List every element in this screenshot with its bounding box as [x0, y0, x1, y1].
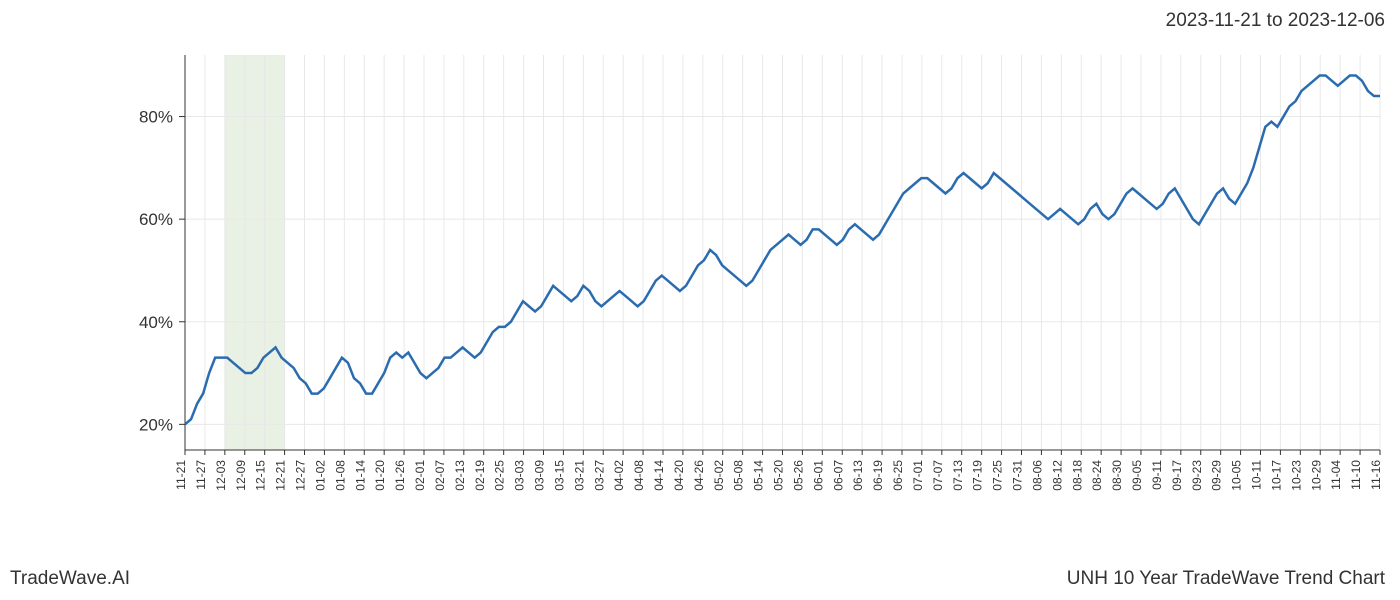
x-tick-label: 05-14 — [752, 460, 766, 491]
y-tick-label: 80% — [139, 108, 173, 127]
x-tick-label: 12-21 — [274, 460, 288, 491]
brand-label: TradeWave.AI — [10, 568, 130, 590]
x-tick-label: 01-02 — [313, 460, 327, 491]
x-tick-label: 02-07 — [433, 460, 447, 491]
x-tick-label: 10-17 — [1269, 460, 1283, 491]
x-tick-label: 10-11 — [1250, 460, 1264, 490]
x-tick-label: 11-27 — [194, 460, 208, 490]
chart-container: 20%40%60%80%11-2111-2712-0312-0912-1512-… — [185, 55, 1380, 495]
y-tick-label: 40% — [139, 313, 173, 332]
x-tick-label: 02-13 — [453, 460, 467, 491]
x-tick-label: 04-02 — [612, 460, 626, 491]
x-tick-label: 06-07 — [831, 460, 845, 491]
x-tick-label: 03-21 — [572, 460, 586, 491]
x-tick-label: 06-19 — [871, 460, 885, 491]
x-tick-label: 09-23 — [1190, 460, 1204, 491]
chart-title: UNH 10 Year TradeWave Trend Chart — [1067, 568, 1385, 590]
x-tick-label: 08-30 — [1110, 460, 1124, 491]
x-tick-label: 12-09 — [234, 460, 248, 491]
x-tick-label: 03-27 — [592, 460, 606, 491]
x-tick-label: 02-19 — [473, 460, 487, 491]
x-tick-label: 02-25 — [493, 460, 507, 491]
x-tick-label: 08-18 — [1070, 460, 1084, 491]
x-tick-label: 11-21 — [174, 460, 188, 490]
x-tick-label: 12-27 — [294, 460, 308, 491]
x-tick-label: 01-14 — [353, 460, 367, 491]
highlight-band — [225, 55, 285, 450]
x-tick-label: 03-09 — [533, 460, 547, 491]
x-tick-label: 05-20 — [772, 460, 786, 491]
x-tick-label: 10-29 — [1309, 460, 1323, 491]
x-tick-label: 04-20 — [672, 460, 686, 491]
x-tick-label: 06-25 — [891, 460, 905, 491]
x-tick-label: 03-03 — [513, 460, 527, 491]
trend-chart: 20%40%60%80%11-2111-2712-0312-0912-1512-… — [185, 55, 1380, 495]
x-tick-label: 06-13 — [851, 460, 865, 491]
y-tick-label: 20% — [139, 415, 173, 434]
x-tick-label: 05-08 — [732, 460, 746, 491]
x-tick-label: 05-26 — [791, 460, 805, 491]
x-tick-label: 02-01 — [413, 460, 427, 491]
x-tick-label: 10-05 — [1230, 460, 1244, 491]
x-tick-label: 11-16 — [1369, 460, 1383, 490]
x-tick-label: 03-15 — [552, 460, 566, 491]
x-tick-label: 11-10 — [1349, 460, 1363, 490]
x-tick-label: 10-23 — [1289, 460, 1303, 491]
x-tick-label: 08-12 — [1050, 460, 1064, 491]
y-tick-label: 60% — [139, 210, 173, 229]
x-tick-label: 09-11 — [1150, 460, 1164, 490]
x-tick-label: 12-15 — [254, 460, 268, 491]
x-tick-label: 09-29 — [1210, 460, 1224, 491]
x-tick-label: 09-05 — [1130, 460, 1144, 491]
x-tick-label: 05-02 — [712, 460, 726, 491]
x-tick-label: 12-03 — [214, 460, 228, 491]
date-range-label: 2023-11-21 to 2023-12-06 — [1166, 10, 1385, 32]
x-tick-label: 07-07 — [931, 460, 945, 491]
x-tick-label: 09-17 — [1170, 460, 1184, 491]
x-tick-label: 01-08 — [333, 460, 347, 491]
x-tick-label: 06-01 — [811, 460, 825, 491]
x-tick-label: 08-06 — [1030, 460, 1044, 491]
x-tick-label: 07-01 — [911, 460, 925, 491]
x-tick-label: 01-26 — [393, 460, 407, 491]
x-tick-label: 04-26 — [692, 460, 706, 491]
x-tick-label: 04-14 — [652, 460, 666, 491]
x-tick-label: 07-25 — [991, 460, 1005, 491]
x-tick-label: 08-24 — [1090, 460, 1104, 491]
x-tick-label: 07-19 — [971, 460, 985, 491]
x-tick-label: 01-20 — [373, 460, 387, 491]
x-tick-label: 07-31 — [1011, 460, 1025, 491]
x-tick-label: 07-13 — [951, 460, 965, 491]
x-tick-label: 11-04 — [1329, 460, 1343, 490]
x-tick-label: 04-08 — [632, 460, 646, 491]
